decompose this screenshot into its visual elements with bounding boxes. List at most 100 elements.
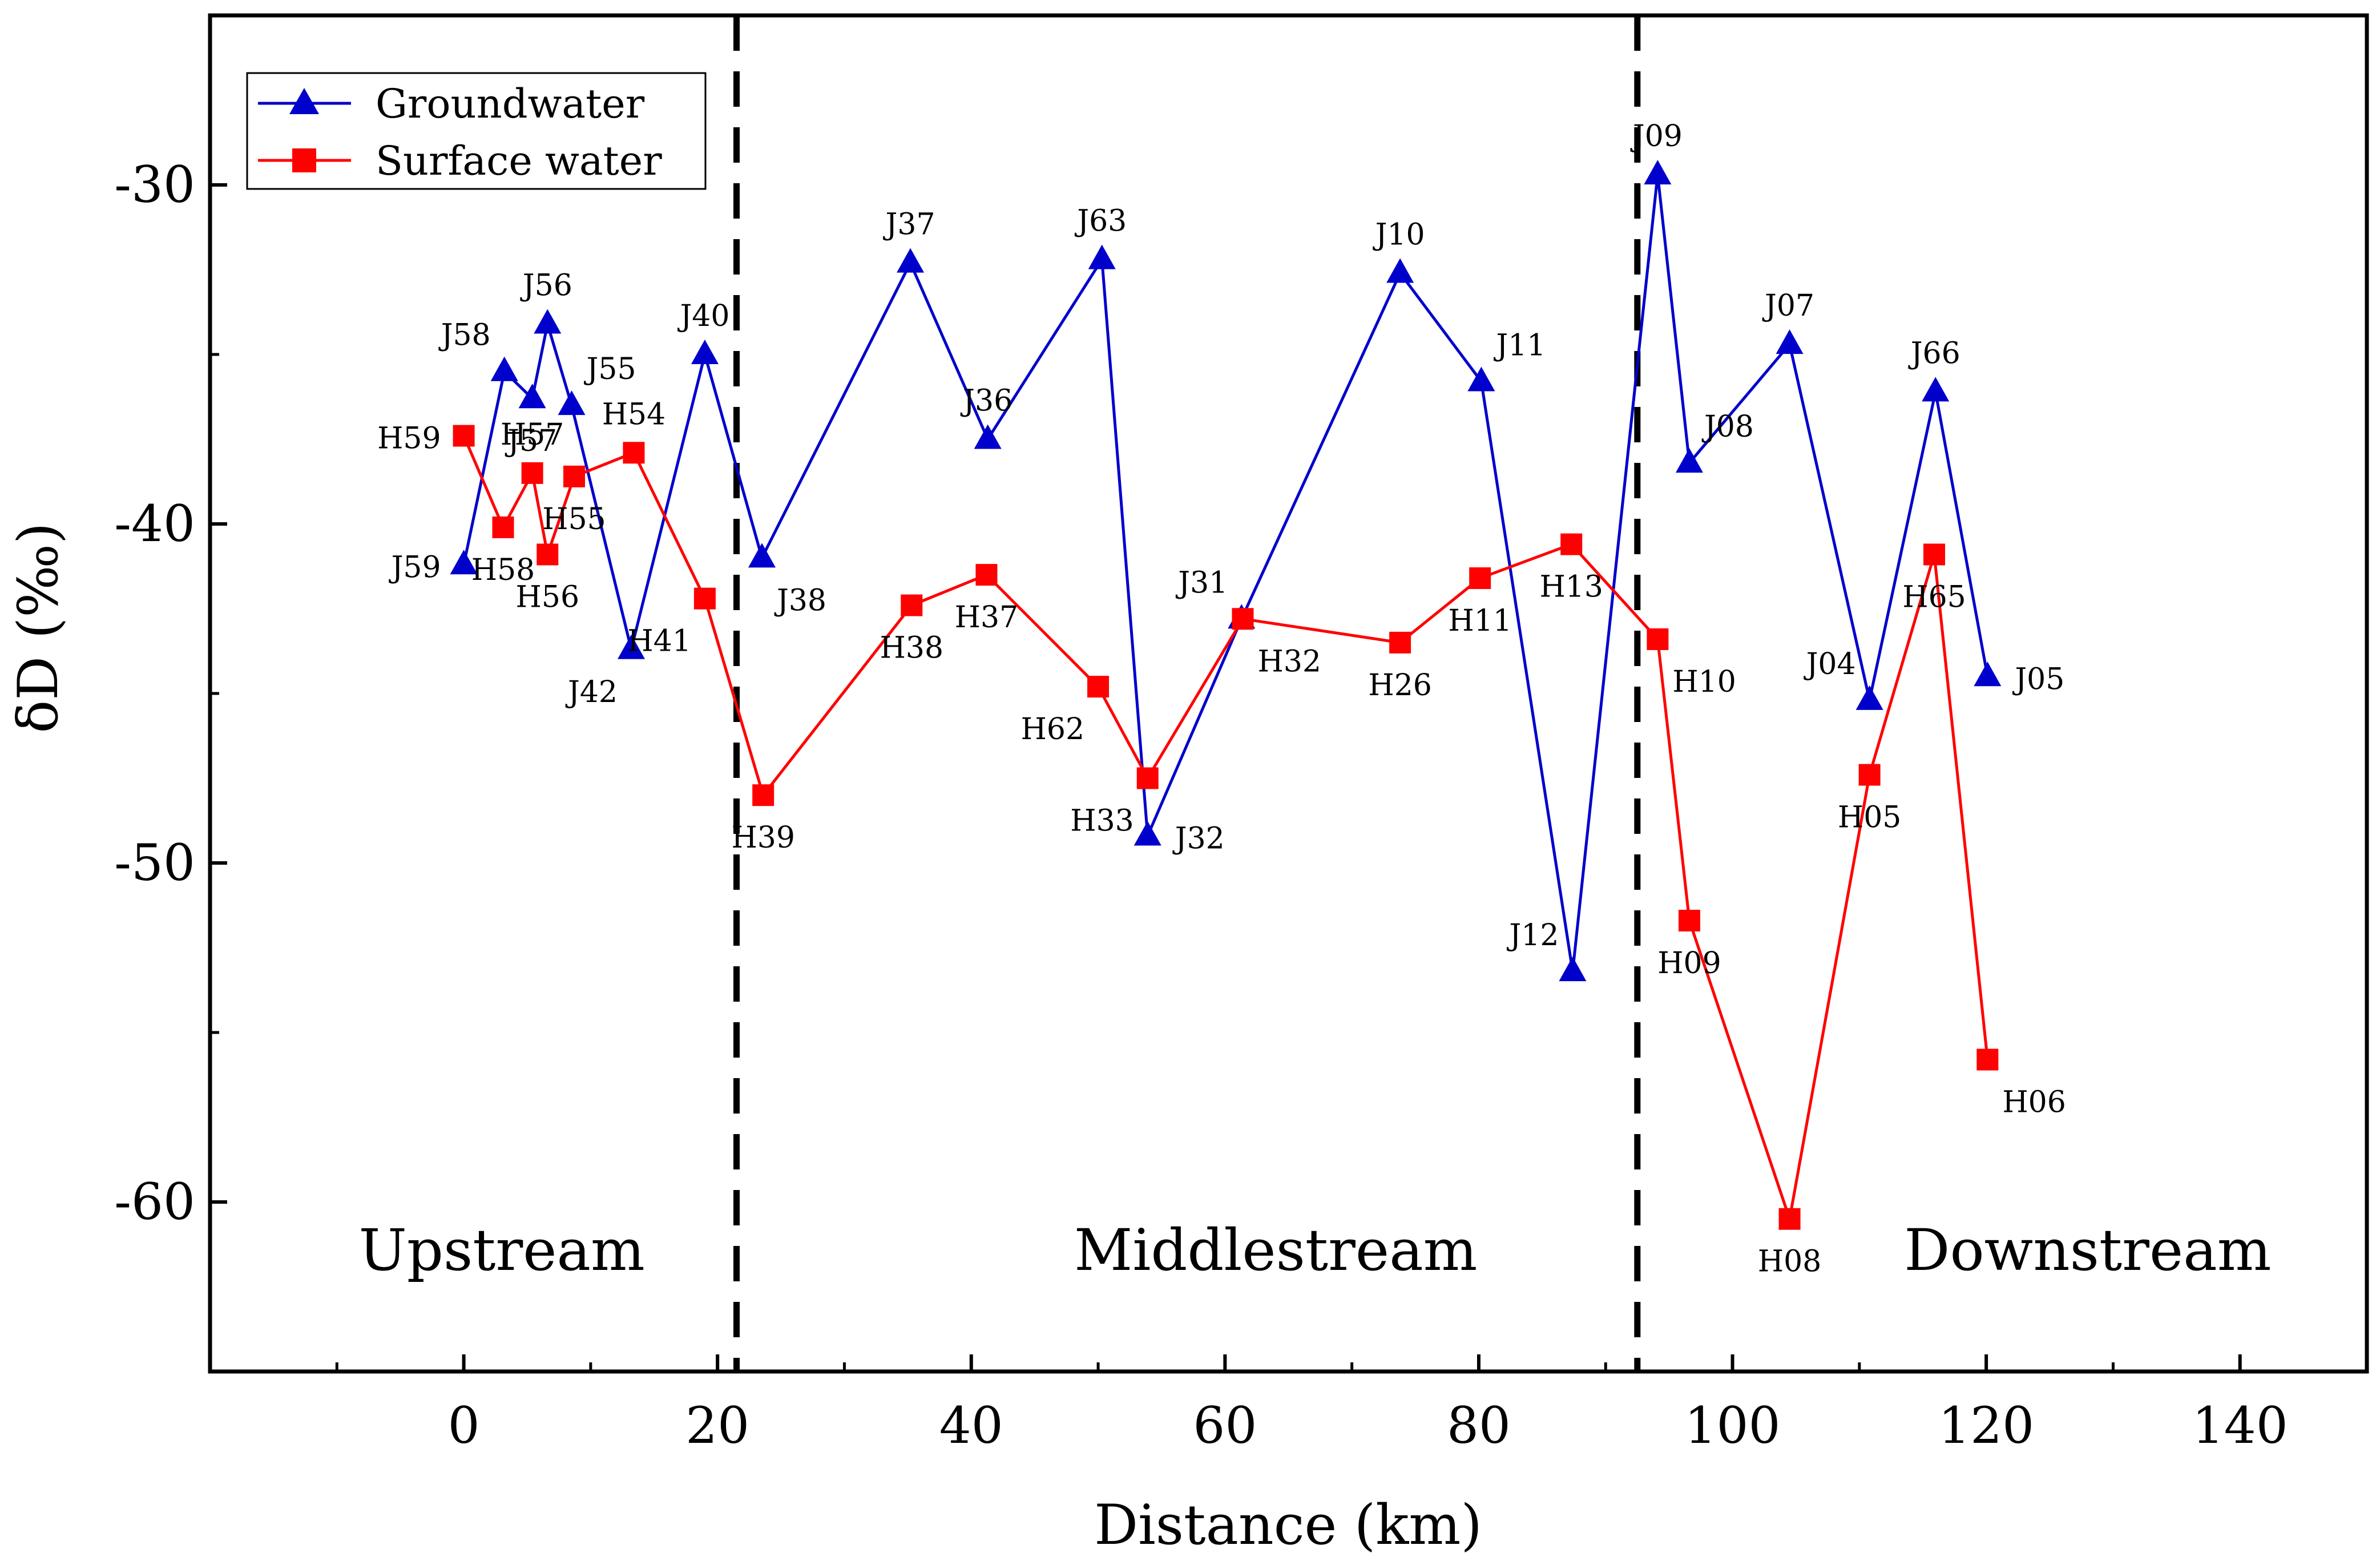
marker-h56 <box>536 543 559 566</box>
point-label-j37: J37 <box>883 208 935 242</box>
marker-h59 <box>453 425 475 447</box>
point-label-h26: H26 <box>1368 668 1432 703</box>
marker-j55 <box>558 390 586 416</box>
x-tick-label: 100 <box>1685 1396 1781 1455</box>
marker-j38 <box>748 543 776 568</box>
point-label-h39: H39 <box>731 821 795 855</box>
point-label-h10: H10 <box>1672 665 1736 699</box>
point-label-h38: H38 <box>880 631 944 665</box>
point-label-h09: H09 <box>1657 946 1721 981</box>
x-tick-label: 120 <box>1938 1396 2034 1455</box>
plot-area <box>208 13 2369 1374</box>
point-label-h56: H56 <box>516 580 580 614</box>
point-label-h58: H58 <box>471 553 535 587</box>
marker-h09 <box>1678 909 1700 931</box>
marker-j04 <box>1855 685 1883 710</box>
point-label-j12: J12 <box>1506 918 1559 953</box>
marker-j58 <box>490 356 518 381</box>
point-label-j66: J66 <box>1908 336 1961 370</box>
x-tick-label: 40 <box>939 1396 1003 1455</box>
marker-j07 <box>1776 329 1804 354</box>
point-label-j42: J42 <box>565 675 618 709</box>
marker-j05 <box>1974 661 2002 687</box>
y-tick-label: -60 <box>114 1172 195 1231</box>
point-label-h62: H62 <box>1021 712 1085 747</box>
marker-h38 <box>901 594 923 616</box>
point-label-j63: J63 <box>1074 204 1127 239</box>
y-tick-label: -30 <box>114 155 195 214</box>
marker-h32 <box>1232 608 1254 630</box>
marker-h08 <box>1778 1208 1801 1230</box>
x-tick-label: 140 <box>2192 1396 2288 1455</box>
point-label-j05: J05 <box>2012 662 2064 696</box>
point-label-h57: H57 <box>501 418 564 452</box>
marker-h55 <box>563 465 585 487</box>
point-label-h05: H05 <box>1838 801 1902 835</box>
x-tick-label: 0 <box>448 1396 480 1455</box>
region-label-upstream: Upstream <box>359 1217 645 1284</box>
marker-j42 <box>618 634 646 659</box>
y-tick-label: -40 <box>114 494 195 553</box>
point-label-j04: J04 <box>1804 647 1856 681</box>
x-tick-label: 60 <box>1193 1396 1257 1455</box>
point-label-h06: H06 <box>2002 1086 2066 1120</box>
point-label-h33: H33 <box>1070 804 1134 838</box>
point-label-j56: J56 <box>520 269 572 303</box>
point-label-h41: H41 <box>627 624 691 659</box>
marker-j40 <box>691 340 719 364</box>
marker-j59 <box>450 550 478 575</box>
marker-h65 <box>1923 543 1945 566</box>
point-label-j55: J55 <box>584 352 636 386</box>
point-label-j58: J58 <box>438 318 491 353</box>
point-label-h55: H55 <box>542 502 606 537</box>
point-label-j40: J40 <box>677 299 729 333</box>
marker-h57 <box>521 462 543 484</box>
marker-h13 <box>1560 533 1583 555</box>
point-label-h59: H59 <box>377 422 441 456</box>
point-labels: J59 J58 J57 J56 J55 J42 J40 J38 J37 J36 J63 J32 J31 J… <box>377 119 2066 1279</box>
point-label-j57: J57 <box>505 424 557 458</box>
marker-j56 <box>534 309 562 334</box>
point-label-j36: J36 <box>960 384 1012 418</box>
point-label-j07: J07 <box>1762 289 1814 323</box>
marker-h05 <box>1858 764 1881 786</box>
legend-label-groundwater: Groundwater <box>376 80 645 127</box>
marker-h58 <box>492 516 514 538</box>
marker-h11 <box>1469 567 1491 590</box>
marker-h06 <box>1976 1048 1999 1071</box>
point-label-j10: J10 <box>1373 217 1425 252</box>
marker-h54 <box>623 442 645 464</box>
marker-j12 <box>1559 957 1587 982</box>
marker-h26 <box>1389 631 1411 654</box>
marker-j09 <box>1644 160 1672 185</box>
point-label-h08: H08 <box>1758 1245 1822 1279</box>
legend-marker-groundwater <box>289 88 319 114</box>
marker-h62 <box>1087 676 1110 698</box>
point-label-h32: H32 <box>1257 644 1321 679</box>
marker-j08 <box>1675 448 1703 473</box>
series-layer <box>450 160 2002 1230</box>
point-label-j31: J31 <box>1175 566 1228 600</box>
series-line-groundwater <box>462 173 1989 973</box>
series-line-surface-water <box>462 435 1989 1221</box>
x-axis-title: Distance (km) <box>1094 1493 1482 1557</box>
point-label-j08: J08 <box>1701 410 1754 444</box>
marker-h10 <box>1647 628 1669 650</box>
x-tick-label: 20 <box>685 1396 749 1455</box>
point-label-j59: J59 <box>389 550 441 584</box>
y-axis-title: δD (‰) <box>6 523 70 733</box>
point-label-j38: J38 <box>774 583 826 618</box>
marker-h37 <box>975 564 998 586</box>
legend-box <box>246 72 707 190</box>
point-label-j32: J32 <box>1172 821 1225 856</box>
point-label-h11: H11 <box>1448 604 1512 638</box>
marker-j66 <box>1922 377 1950 402</box>
marker-j37 <box>897 248 925 273</box>
marker-h39 <box>752 784 774 806</box>
point-label-h65: H65 <box>1902 580 1966 614</box>
point-label-h37: H37 <box>955 600 1019 635</box>
point-label-h54: H54 <box>602 397 666 431</box>
marker-j11 <box>1467 366 1495 392</box>
marker-j36 <box>974 424 1002 449</box>
